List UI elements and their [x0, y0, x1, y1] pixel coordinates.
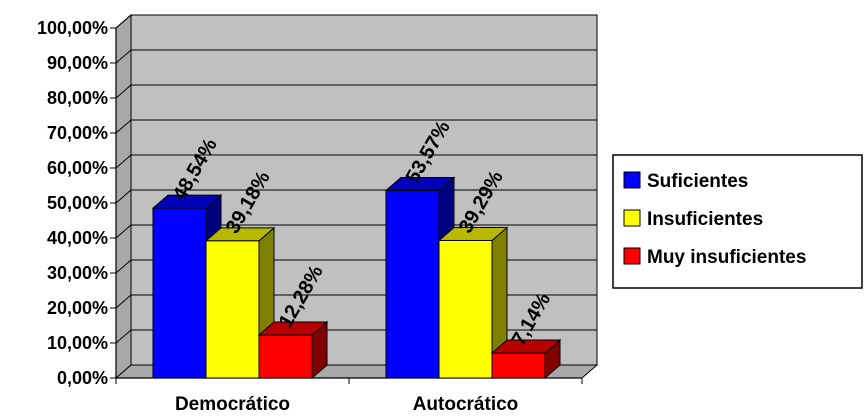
- bar-front: [491, 352, 546, 379]
- bar-1-2: [490, 338, 562, 380]
- y-tick-label: 80,00%: [47, 88, 108, 108]
- legend-entry: Suficientes: [647, 171, 748, 192]
- legend-swatch: [623, 247, 641, 265]
- y-tick-label: 30,00%: [47, 263, 108, 283]
- gridline: [115, 84, 597, 99]
- bars: [151, 176, 562, 380]
- bar-0-2: [257, 320, 329, 380]
- x-category-label: Autocrático: [413, 394, 519, 415]
- legend-box: [612, 154, 863, 289]
- y-tick-label: 0,00%: [57, 368, 108, 388]
- y-tick-label: 10,00%: [47, 333, 108, 353]
- gridline: [115, 154, 597, 169]
- legend: Suficientes Insuficientes Muy insuficiente…: [612, 154, 863, 289]
- legend-swatch: [623, 171, 641, 189]
- gridline: [115, 119, 597, 134]
- gridline: [115, 49, 597, 64]
- y-tick-label: 90,00%: [47, 53, 108, 73]
- x-category-label: Democrático: [175, 394, 290, 415]
- bar-front: [205, 240, 260, 379]
- legend-entry: Muy insuficientes: [647, 247, 806, 268]
- y-tick-label: 70,00%: [47, 123, 108, 143]
- bar-front: [438, 239, 493, 379]
- y-tick-label: 20,00%: [47, 298, 108, 318]
- gridline: [115, 14, 597, 29]
- y-tick-label: 60,00%: [47, 158, 108, 178]
- bar-front: [385, 190, 440, 379]
- x-axis-categories: Democrático Autocrático: [175, 394, 518, 415]
- y-axis-ticks: 0,00% 10,00% 20,00% 30,00% 40,00% 50,00% 60,00…: [37, 18, 108, 388]
- bar-front: [152, 207, 207, 379]
- legend-entry: Insuficientes: [647, 209, 763, 230]
- legend-swatch: [623, 209, 641, 227]
- y-tick-label: 100,00%: [37, 18, 108, 38]
- bar-1-1: [437, 226, 509, 380]
- bar-front: [258, 334, 313, 379]
- y-tick-label: 50,00%: [47, 193, 108, 213]
- y-tick-label: 40,00%: [47, 228, 108, 248]
